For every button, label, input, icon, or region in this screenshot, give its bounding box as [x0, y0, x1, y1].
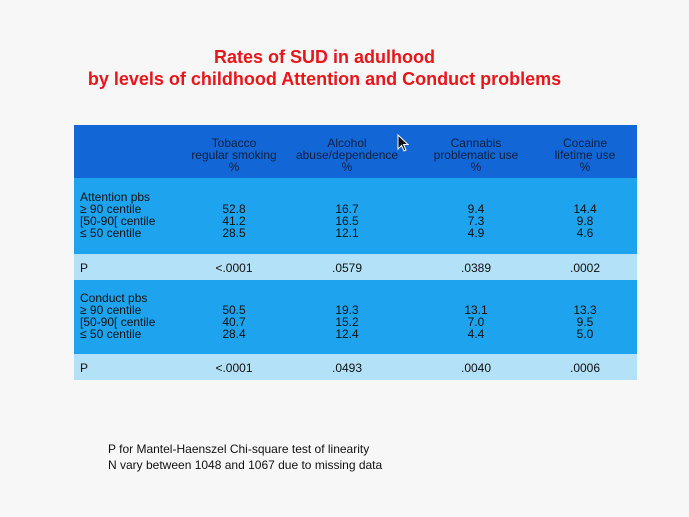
conduct-level-low: ≤ 50 centile: [80, 327, 142, 341]
conduct-alcohol-values: 19.3 15.2 12.4: [292, 304, 402, 340]
attention-cocaine-values: 14.4 9.8 4.6: [530, 203, 640, 239]
table-cell: 9.8: [576, 214, 594, 228]
attention-level-low: ≤ 50 centile: [80, 226, 142, 240]
attention-p-row: P <.0001 .0579 .0389 .0002: [74, 254, 637, 280]
table-cell: .0493: [331, 361, 363, 375]
table-cell: 4.4: [467, 327, 485, 341]
table-cell: 16.5: [335, 214, 359, 228]
table-cell: 13.3: [573, 303, 597, 317]
table-cell: .0389: [460, 261, 492, 275]
attention-p-label: P: [80, 261, 89, 275]
table-cell: .0040: [460, 361, 492, 375]
attention-labels: Attention pbs ≥ 90 centile [50-90[ centi…: [80, 191, 155, 239]
table-cell: 12.4: [335, 327, 359, 341]
table-cell: 50.5: [222, 303, 246, 317]
table-cell: 5.0: [576, 327, 594, 341]
header-cocaine-line1: Cocaine: [562, 136, 608, 150]
table-cell: 7.3: [467, 214, 485, 228]
table-cell: 28.5: [222, 226, 246, 240]
header-cannabis: Cannabis problematic use %: [421, 137, 531, 173]
conduct-tobacco-values: 50.5 40.7 28.4: [179, 304, 289, 340]
attention-tobacco-values: 52.8 41.2 28.5: [179, 203, 289, 239]
header-alcohol-line2: abuse/dependence: [295, 148, 399, 162]
conduct-p-label: P: [80, 361, 89, 375]
table-cell: 13.1: [464, 303, 488, 317]
attention-cannabis-values: 9.4 7.3 4.9: [421, 203, 531, 239]
table-cell: 4.9: [467, 226, 485, 240]
table-cell: 7.0: [467, 315, 485, 329]
table-cell: 52.8: [222, 202, 246, 216]
table-cell: 16.7: [335, 202, 359, 216]
attention-block: Attention pbs ≥ 90 centile [50-90[ centi…: [74, 178, 637, 254]
table-cell: 40.7: [222, 315, 246, 329]
conduct-block: Conduct pbs ≥ 90 centile [50-90[ centile…: [74, 280, 637, 354]
table-cell: 19.3: [335, 303, 359, 317]
header-cannabis-line2: problematic use: [433, 148, 519, 162]
table-cell: 9.5: [576, 315, 594, 329]
conduct-level-high: ≥ 90 centile: [80, 303, 142, 317]
attention-level-mid: [50-90[ centile: [80, 214, 156, 228]
header-alcohol-unit: %: [341, 160, 353, 174]
attention-alcohol-values: 16.7 16.5 12.1: [292, 203, 402, 239]
header-tobacco: Tobacco regular smoking %: [179, 137, 289, 173]
footnote-sample-size: N vary between 1048 and 1067 due to miss…: [108, 458, 383, 472]
header-cocaine-line2: lifetime use: [554, 148, 616, 162]
table-cell: 15.2: [335, 315, 359, 329]
header-tobacco-line2: regular smoking: [191, 148, 277, 162]
header-alcohol: Alcohol abuse/dependence %: [292, 137, 402, 173]
table-cell: 12.1: [335, 226, 359, 240]
attention-heading: Attention pbs: [80, 190, 151, 204]
results-table: Tobacco regular smoking % Alcohol abuse/…: [74, 125, 637, 380]
conduct-cocaine-values: 13.3 9.5 5.0: [530, 304, 640, 340]
conduct-p-row: P <.0001 .0493 .0040 .0006: [74, 354, 637, 380]
footnote-p-test: P for Mantel-Haenszel Chi-square test of…: [108, 442, 370, 456]
header-alcohol-line1: Alcohol: [327, 136, 367, 150]
header-tobacco-line1: Tobacco: [211, 136, 257, 150]
conduct-cannabis-values: 13.1 7.0 4.4: [421, 304, 531, 340]
header-cocaine-unit: %: [579, 160, 591, 174]
table-cell: <.0001: [215, 361, 253, 375]
mouse-pointer-icon: [397, 134, 409, 152]
table-cell: 9.4: [467, 202, 485, 216]
table-cell: 41.2: [222, 214, 246, 228]
conduct-heading: Conduct pbs: [80, 291, 148, 305]
slide-title-line-1: Rates of SUD in adulhood: [213, 47, 435, 67]
header-tobacco-unit: %: [228, 160, 240, 174]
table-cell: .0006: [569, 361, 601, 375]
table-cell: .0579: [331, 261, 363, 275]
table-cell: 14.4: [573, 202, 597, 216]
table-header-row: Tobacco regular smoking % Alcohol abuse/…: [74, 125, 637, 178]
conduct-level-mid: [50-90[ centile: [80, 315, 156, 329]
slide-title-line-2: by levels of childhood Attention and Con…: [87, 69, 562, 89]
table-cell: .0002: [569, 261, 601, 275]
attention-level-high: ≥ 90 centile: [80, 202, 142, 216]
table-cell: 28.4: [222, 327, 246, 341]
header-cannabis-line1: Cannabis: [450, 136, 502, 150]
conduct-labels: Conduct pbs ≥ 90 centile [50-90[ centile…: [80, 292, 155, 340]
table-cell: 4.6: [576, 226, 594, 240]
header-cannabis-unit: %: [470, 160, 482, 174]
table-cell: <.0001: [215, 261, 253, 275]
header-cocaine: Cocaine lifetime use %: [530, 137, 640, 173]
